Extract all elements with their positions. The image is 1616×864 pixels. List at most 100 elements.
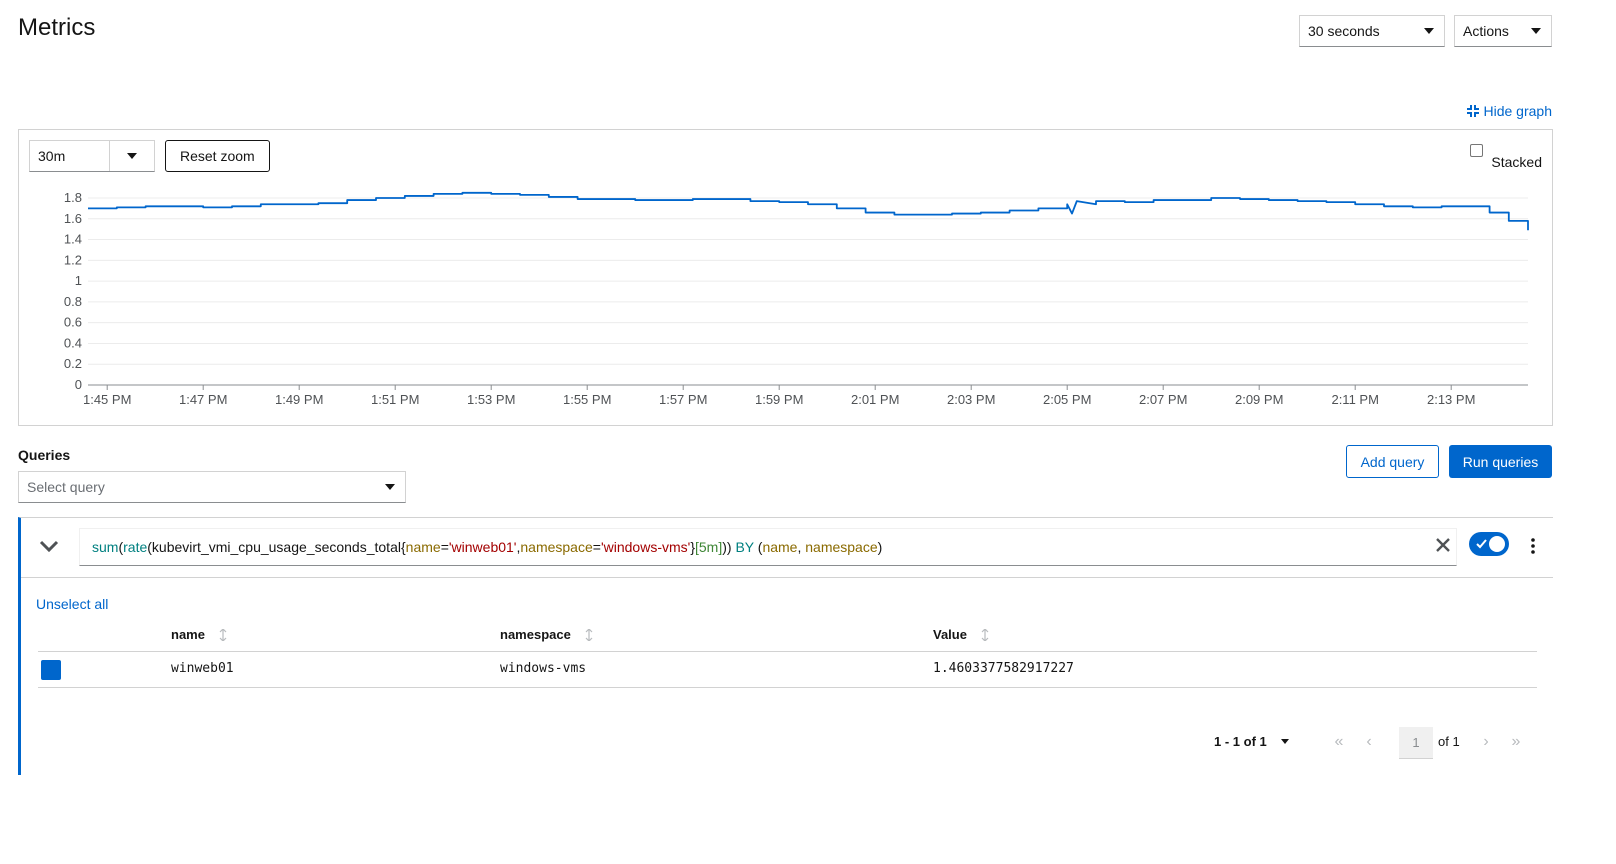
pagination-per-page-toggle[interactable]: 1 - 1 of 1: [1214, 734, 1289, 749]
y-tick-label: 1.2: [64, 252, 82, 267]
x-tick-label: 1:47 PM: [179, 392, 227, 407]
query-token: name: [762, 539, 798, 555]
add-query-button[interactable]: Add query: [1346, 445, 1439, 478]
caret-down-icon: [1531, 28, 1541, 34]
current-page-input[interactable]: 1: [1399, 727, 1433, 759]
y-tick-label: 0.6: [64, 315, 82, 330]
query-token: BY: [731, 539, 758, 555]
y-tick-label: 1.4: [64, 232, 82, 247]
divider: [21, 577, 1553, 578]
query-token: 'winweb01': [448, 539, 517, 555]
switch-knob: [1489, 536, 1505, 552]
query-token: kubevirt_vmi_cpu_usage_seconds_total{: [151, 539, 406, 555]
divider: [38, 687, 1537, 688]
column-header-label: Value: [933, 627, 967, 642]
series-line: [88, 191, 1529, 231]
stacked-toggle[interactable]: Stacked: [1470, 142, 1542, 170]
actions-dropdown[interactable]: Actions: [1454, 15, 1552, 47]
next-page-button[interactable]: ›: [1476, 732, 1496, 752]
stacked-label: Stacked: [1491, 154, 1542, 170]
x-tick-label: 2:03 PM: [947, 392, 995, 407]
y-tick-label: 0.2: [64, 356, 82, 371]
query-expression-input[interactable]: sum(rate(kubevirt_vmi_cpu_usage_seconds_…: [79, 528, 1457, 566]
pagination-range-label: 1 - 1 of 1: [1214, 734, 1267, 749]
refresh-interval-value: 30 seconds: [1308, 23, 1380, 39]
query-token: namespace: [520, 539, 593, 555]
query-token: =: [592, 539, 601, 555]
unselect-all-button[interactable]: Unselect all: [36, 596, 109, 612]
query-token: name: [405, 539, 441, 555]
x-tick-label: 1:55 PM: [563, 392, 611, 407]
query-enabled-switch[interactable]: [1469, 532, 1509, 556]
query-token: (: [118, 539, 124, 555]
cell-value: 1.4603377582917227: [933, 661, 1074, 676]
refresh-interval-dropdown[interactable]: 30 seconds: [1299, 15, 1445, 47]
x-tick-label: 2:11 PM: [1331, 392, 1378, 407]
reset-zoom-button[interactable]: Reset zoom: [165, 140, 270, 172]
x-tick-label: 1:45 PM: [83, 392, 131, 407]
x-tick-label: 1:53 PM: [467, 392, 515, 407]
run-queries-button[interactable]: Run queries: [1449, 445, 1552, 478]
x-tick-label: 2:09 PM: [1235, 392, 1283, 407]
compress-icon: [1466, 105, 1479, 117]
time-range-dropdown[interactable]: 30m: [29, 140, 155, 172]
angle-right-icon: ›: [1483, 733, 1489, 750]
column-header-namespace[interactable]: namespace: [500, 627, 593, 642]
y-tick-label: 1: [75, 273, 82, 288]
queries-label: Queries: [18, 447, 71, 463]
query-token: }: [690, 539, 695, 555]
check-icon: [1476, 539, 1487, 549]
query-token: ,: [516, 539, 521, 555]
series-color-swatch[interactable]: [41, 660, 61, 680]
y-tick-label: 0: [75, 377, 82, 392]
caret-down-icon: [385, 484, 395, 490]
close-icon[interactable]: [1433, 535, 1453, 555]
query-token: 'windows-vms': [600, 539, 691, 555]
y-tick-label: 1.8: [64, 190, 82, 205]
x-tick-label: 1:51 PM: [371, 392, 419, 407]
first-page-button[interactable]: «: [1329, 732, 1349, 752]
sort-icon: [219, 628, 227, 641]
query-token: sum: [92, 539, 119, 555]
x-tick-label: 1:59 PM: [755, 392, 803, 407]
stacked-checkbox[interactable]: [1470, 144, 1484, 157]
page-title: Metrics: [18, 14, 96, 41]
angle-double-left-icon: «: [1334, 733, 1344, 750]
x-tick-label: 1:57 PM: [659, 392, 707, 407]
column-header-name[interactable]: name: [171, 627, 227, 642]
column-header-label: namespace: [500, 627, 571, 642]
column-header-label: name: [171, 627, 205, 642]
x-tick-label: 2:05 PM: [1043, 392, 1091, 407]
angle-left-icon: ‹: [1366, 733, 1372, 750]
pagination-of-label: of 1: [1438, 734, 1460, 749]
hide-graph-button[interactable]: Hide graph: [1466, 103, 1553, 119]
graph-panel: 0 0.2 0.4 0.6 0.8 1 1.2 1.4 1.6 1.8 1:45 PM 1:47 PM…: [18, 129, 1553, 426]
query-panel: sum(rate(kubevirt_vmi_cpu_usage_seconds_…: [18, 517, 1553, 775]
query-token: ,: [797, 539, 806, 555]
column-header-value[interactable]: Value: [933, 627, 989, 642]
x-tick-label: 1:49 PM: [275, 392, 323, 407]
query-token: namespace: [805, 539, 878, 555]
time-range-value: 30m: [30, 141, 110, 171]
caret-down-icon: [1280, 739, 1289, 744]
hide-graph-label: Hide graph: [1483, 103, 1553, 119]
y-tick-label: 0.4: [64, 335, 82, 350]
cell-name: winweb01: [171, 661, 234, 676]
x-tick-label: 2:07 PM: [1139, 392, 1187, 407]
query-token: =: [440, 539, 449, 555]
cell-namespace: windows-vms: [500, 661, 587, 676]
y-tick-label: 0.8: [64, 294, 82, 309]
query-token: )): [722, 539, 732, 555]
query-token: (: [147, 539, 152, 555]
select-query-placeholder: Select query: [27, 479, 105, 495]
caret-down-icon: [127, 153, 137, 159]
last-page-button[interactable]: »: [1506, 732, 1526, 752]
chevron-down-icon[interactable]: [39, 538, 59, 554]
prev-page-button[interactable]: ‹: [1359, 732, 1379, 752]
metrics-line-chart: 0 0.2 0.4 0.6 0.8 1 1.2 1.4 1.6 1.8 1:45 PM 1:47 PM…: [64, 190, 1529, 407]
select-query-dropdown[interactable]: Select query: [18, 471, 406, 503]
query-token: ): [877, 539, 883, 555]
divider: [38, 651, 1537, 652]
kebab-menu-icon[interactable]: [1525, 536, 1541, 556]
actions-label: Actions: [1463, 23, 1509, 39]
